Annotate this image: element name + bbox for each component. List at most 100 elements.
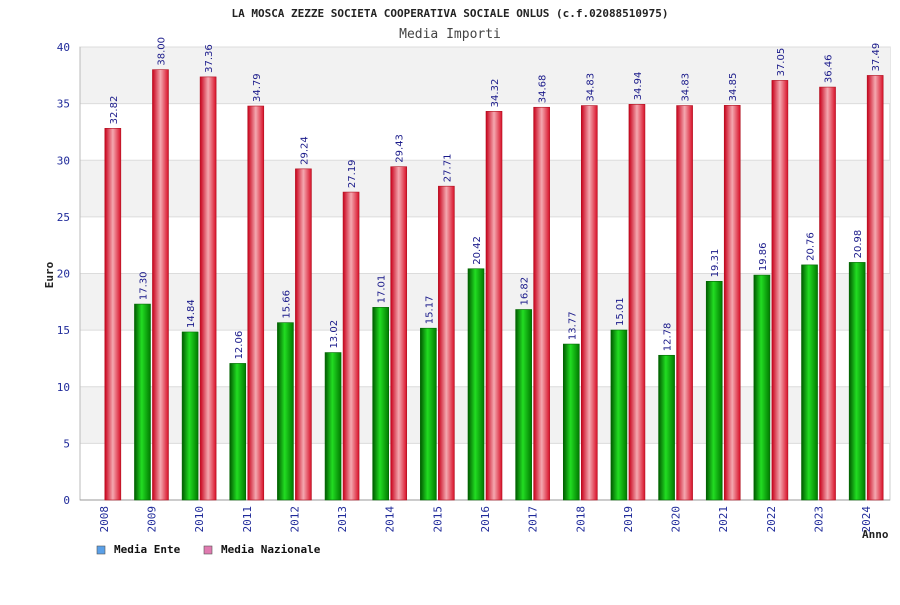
chart-subtitle: Media Importi	[399, 27, 501, 42]
data-label: 34.83	[585, 73, 596, 102]
bar-media-ente	[324, 352, 342, 501]
data-label: 20.98	[853, 230, 864, 259]
data-label: 19.86	[758, 242, 769, 271]
data-label: 37.36	[204, 44, 215, 73]
data-label: 34.85	[728, 73, 739, 102]
data-label: 37.49	[871, 43, 882, 72]
y-tick-label: 15	[57, 324, 70, 337]
data-label: 17.30	[138, 271, 149, 300]
y-tick-label: 20	[57, 268, 70, 281]
bar-media-ente	[420, 327, 437, 501]
x-axis-label: Anno	[862, 528, 889, 541]
legend: Media Ente Media Nazionale	[96, 543, 321, 556]
y-tick-label: 35	[57, 98, 70, 111]
x-tick-label: 2016	[479, 506, 492, 533]
bar-media-ente	[134, 303, 151, 501]
x-tick-label: 2014	[384, 506, 397, 533]
data-label: 27.19	[347, 159, 358, 188]
bar-media-nazionale	[723, 105, 741, 501]
x-tick-label: 2011	[241, 506, 254, 533]
x-tick-label: 2012	[288, 506, 301, 533]
bar-media-ente	[753, 274, 771, 501]
data-label: 15.17	[424, 296, 435, 325]
legend-swatch	[203, 545, 213, 555]
legend-label: Media Ente	[114, 543, 181, 556]
bar-media-nazionale	[199, 76, 217, 501]
data-label: 27.71	[442, 154, 453, 183]
x-tick-label: 2009	[145, 506, 158, 533]
bar-media-ente	[705, 281, 723, 501]
data-label: 20.42	[472, 236, 483, 265]
data-label: 20.76	[806, 232, 817, 261]
bars: 32.82 17.30 38.00 14.84 37.36 12.06 34.79 15.66…	[104, 37, 884, 501]
x-tick-label: 2013	[336, 506, 349, 533]
bar-media-nazionale	[628, 104, 646, 501]
bar-media-ente	[467, 268, 485, 501]
data-label: 34.94	[633, 72, 644, 101]
bar-media-ente	[229, 363, 247, 501]
data-label: 14.84	[186, 299, 197, 328]
data-label: 36.46	[824, 54, 835, 83]
bar-media-nazionale	[771, 80, 789, 501]
data-label: 29.43	[395, 134, 406, 163]
bar-media-nazionale	[247, 105, 265, 501]
data-label: 29.24	[299, 136, 310, 165]
bar-media-ente	[277, 322, 294, 501]
legend-label: Media Nazionale	[221, 543, 321, 556]
bar-media-ente	[801, 264, 818, 501]
y-axis-label: Euro	[43, 261, 56, 288]
bar-media-nazionale	[533, 106, 550, 501]
x-tick-label: 2019	[622, 506, 635, 533]
bar-media-nazionale	[438, 185, 455, 501]
bar-media-nazionale	[580, 105, 598, 501]
bar-media-nazionale	[485, 111, 503, 501]
bar-media-ente	[658, 354, 675, 501]
bar-media-ente	[848, 262, 866, 501]
y-axis-ticks: 0 5 10 15 20 25 30 35 40	[57, 41, 70, 507]
x-tick-label: 2021	[717, 506, 730, 533]
data-label: 17.01	[377, 275, 388, 304]
chart-title: LA MOSCA ZEZZE SOCIETA COOPERATIVA SOCIA…	[231, 7, 668, 20]
bar-media-nazionale	[819, 86, 836, 501]
legend-swatch	[96, 545, 106, 555]
data-label: 13.02	[329, 320, 340, 349]
y-tick-label: 0	[63, 494, 70, 507]
bar-media-nazionale	[676, 105, 693, 501]
data-label: 34.83	[681, 73, 692, 102]
bar-media-ente	[181, 331, 199, 501]
data-label: 16.82	[520, 277, 531, 306]
y-tick-label: 5	[63, 437, 70, 450]
x-tick-label: 2017	[527, 506, 540, 533]
bar-media-ente	[372, 307, 390, 501]
x-axis-ticks: 2008 2009 2010 2011 2012 2013 2014 2015 2016 2017…	[98, 506, 873, 533]
data-label: 12.78	[663, 323, 674, 352]
data-label: 34.68	[538, 75, 549, 104]
data-label: 38.00	[156, 37, 167, 66]
data-label: 34.79	[252, 73, 263, 102]
data-label: 37.05	[776, 48, 787, 77]
x-tick-label: 2020	[670, 506, 683, 533]
bar-media-ente	[562, 343, 580, 501]
x-tick-label: 2010	[193, 506, 206, 533]
bar-media-nazionale	[295, 168, 312, 501]
x-tick-label: 2015	[431, 506, 444, 533]
bar-media-ente	[515, 309, 532, 501]
x-tick-label: 2024	[860, 506, 873, 533]
x-tick-label: 2018	[574, 506, 587, 533]
bar-media-ente	[610, 329, 628, 501]
data-label: 32.82	[109, 96, 120, 125]
bar-media-nazionale	[104, 128, 122, 501]
data-label: 15.66	[281, 290, 292, 319]
bar-media-nazionale	[390, 166, 408, 501]
bar-media-nazionale	[152, 69, 169, 501]
data-label: 15.01	[615, 297, 626, 326]
data-label: 19.31	[710, 249, 721, 278]
y-tick-label: 30	[57, 154, 70, 167]
x-tick-label: 2023	[813, 506, 826, 533]
data-label: 12.06	[234, 331, 245, 360]
y-tick-label: 10	[57, 381, 70, 394]
x-tick-label: 2022	[765, 506, 778, 533]
bar-media-nazionale	[342, 191, 360, 501]
